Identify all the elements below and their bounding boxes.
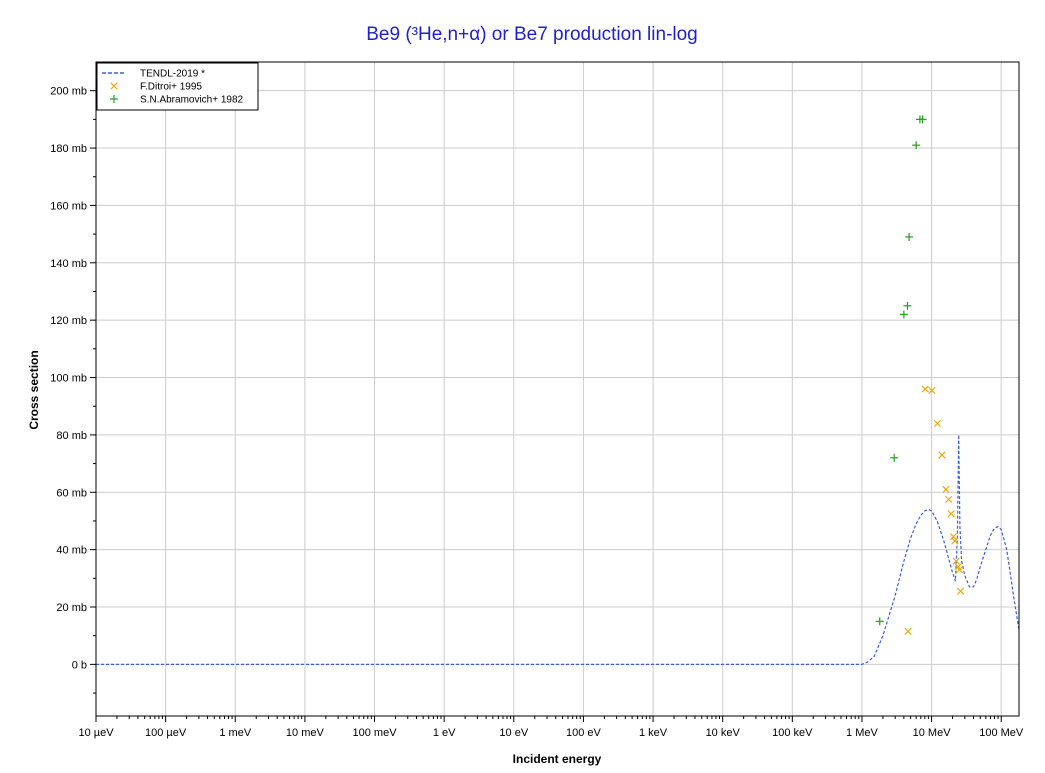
x-tick-label: 100 µeV — [145, 727, 187, 739]
data-point-series-1 — [951, 537, 959, 545]
x-tick-label: 10 MeV — [913, 727, 952, 739]
y-tick-label: 180 mb — [50, 143, 87, 155]
x-tick-label: 1 eV — [433, 727, 456, 739]
plot-series — [96, 115, 1020, 665]
grid-lines — [95, 62, 1019, 716]
data-point-series-1 — [938, 451, 946, 459]
x-tick-label: 1 MeV — [846, 727, 878, 739]
data-point-series-2 — [875, 617, 884, 626]
x-tick-label: 10 keV — [706, 727, 741, 739]
y-tick-label: 140 mb — [50, 258, 87, 270]
data-point-series-1 — [928, 386, 936, 395]
data-point-series-1 — [933, 419, 941, 428]
y-tick-label: 40 mb — [56, 545, 87, 557]
plot-frame — [95, 61, 1020, 717]
x-tick-label: 100 meV — [353, 727, 398, 739]
x-axis: 10 µeV 100 µeV 1 meV 10 meV 100 meV 1 eV 10 eV… — [78, 716, 1024, 739]
x-tick-label: 100 keV — [772, 727, 813, 739]
data-point-series-2 — [903, 301, 912, 310]
y-tick-label: 60 mb — [56, 487, 87, 499]
y-tick-label: 120 mb — [50, 315, 87, 327]
y-axis: 0 b 20 mb 40 mb 60 mb 80 mb 100 mb 120 mb 140 m… — [50, 86, 96, 694]
x-tick-label: 100 eV — [566, 727, 602, 739]
data-point-series-2 — [912, 141, 921, 150]
x-tick-label: 10 meV — [286, 727, 325, 739]
data-point-series-1 — [921, 385, 929, 393]
legend-entry-label: F.Ditroi+ 1995 — [140, 82, 202, 93]
y-tick-label: 200 mb — [50, 86, 87, 98]
x-tick-label: 1 keV — [639, 727, 668, 739]
data-point-series-1 — [947, 510, 955, 518]
y-axis-label: Cross section — [27, 350, 41, 429]
data-point-series-1 — [942, 485, 950, 493]
series-line-tendl — [96, 434, 1020, 665]
y-tick-label: 80 mb — [56, 430, 87, 442]
y-tick-label: 0 b — [72, 659, 87, 671]
data-point-series-1 — [957, 587, 965, 595]
legend-swatch-marker — [110, 95, 118, 103]
data-point-series-2 — [899, 310, 908, 319]
data-point-series-1 — [949, 533, 958, 541]
x-tick-label: 10 eV — [499, 727, 528, 739]
x-tick-label: 10 µeV — [78, 727, 114, 739]
chart-title: Be9 (³He,n+α) or Be7 production lin-log — [366, 24, 698, 45]
y-tick-label: 100 mb — [50, 373, 87, 385]
data-point-series-1 — [904, 627, 912, 635]
legend: TENDL-2019 * F.Ditroi+ 1995 S.N.Abramovich… — [96, 62, 259, 111]
legend-box — [96, 62, 259, 111]
data-point-series-1 — [945, 495, 953, 504]
legend-entry-label: TENDL-2019 * — [140, 69, 205, 80]
y-tick-label: 160 mb — [50, 200, 87, 212]
y-tick-label: 20 mb — [56, 602, 87, 614]
data-point-series-1 — [952, 557, 960, 565]
x-axis-label: Incident energy — [513, 752, 602, 766]
data-point-series-2 — [905, 232, 914, 241]
legend-swatch-marker — [110, 82, 118, 90]
x-tick-label: 1 meV — [219, 727, 251, 739]
data-point-series-2 — [918, 115, 927, 124]
legend-entry-label: S.N.Abramovich+ 1982 — [140, 95, 244, 106]
data-point-series-1 — [955, 566, 964, 574]
x-tick-label: 100 MeV — [979, 727, 1024, 739]
data-point-series-2 — [890, 453, 899, 462]
